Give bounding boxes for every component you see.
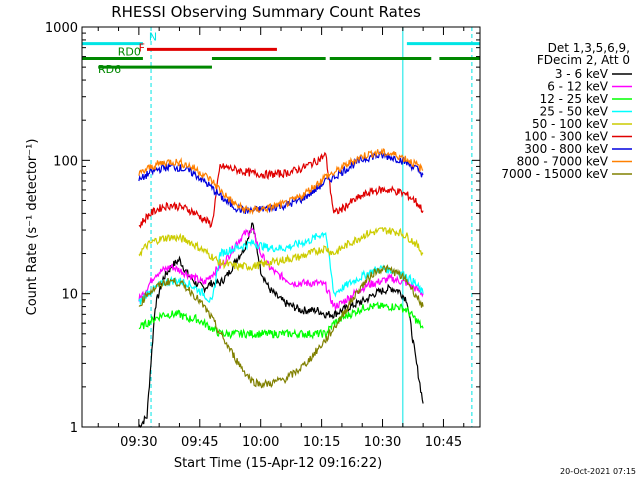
x-tick-label: 09:45 xyxy=(181,435,218,450)
legend-label: 800 - 7000 keV xyxy=(517,155,609,169)
series-line-6-12keV xyxy=(138,227,424,311)
series-line-50-100keV xyxy=(138,227,424,272)
legend-label: 50 - 100 keV xyxy=(532,117,609,131)
legend-label: 6 - 12 keV xyxy=(547,80,609,94)
legend-label: 100 - 300 keV xyxy=(524,130,608,144)
flag-label-RD0: RD0 xyxy=(118,46,141,59)
legend-label: 3 - 6 keV xyxy=(555,67,609,81)
series-line-100-300keV xyxy=(138,151,424,229)
x-tick-label: 10:00 xyxy=(242,435,279,450)
y-axis-label: Count Rate (s⁻¹ detector⁻¹) xyxy=(25,139,40,316)
series-line-25-50keV xyxy=(138,231,424,305)
x-tick-label: 09:30 xyxy=(120,435,157,450)
axes: 1 10 100 1000 09:30 09:45 10:00 10:15 10:30 10:45 xyxy=(45,21,480,450)
series-line-3-6keV xyxy=(138,222,424,429)
legend-header-line-2: FDecim 2, Att 0 xyxy=(537,53,630,67)
chart-title: RHESSI Observing Summary Count Rates xyxy=(111,3,421,21)
flag-label-RD6: RD6 xyxy=(98,63,121,76)
legend-label: 7000 - 15000 keV xyxy=(501,167,608,181)
series-line-7000-15000keV xyxy=(138,264,424,389)
footer-timestamp: 20-Oct-2021 07:15 xyxy=(560,467,636,476)
plot-frame xyxy=(81,26,481,428)
x-tick-label: 10:30 xyxy=(364,435,401,450)
y-tick-label: 10 xyxy=(61,288,78,303)
x-axis-label: Start Time (15-Apr-12 09:16:22) xyxy=(174,456,382,471)
x-tick-label: 10:45 xyxy=(425,435,462,450)
y-tick-label: 1000 xyxy=(45,21,78,36)
x-tick-label: 10:15 xyxy=(303,435,340,450)
flag-label-F: F xyxy=(139,41,145,54)
series-line-12-25keV xyxy=(138,301,424,340)
legend-label: 25 - 50 keV xyxy=(540,105,609,119)
series-line-800-7000keV xyxy=(138,148,424,216)
legend-label: 12 - 25 keV xyxy=(540,92,609,106)
legend: Det 1,3,5,6,9, FDecim 2, Att 0 3 - 6 keV… xyxy=(501,41,632,181)
legend-header-line-1: Det 1,3,5,6,9, xyxy=(548,41,630,55)
legend-label: 300 - 800 keV xyxy=(524,142,608,156)
flag-label-N: N xyxy=(149,31,157,44)
y-tick-label: 100 xyxy=(53,154,78,169)
y-tick-label: 1 xyxy=(70,421,78,436)
